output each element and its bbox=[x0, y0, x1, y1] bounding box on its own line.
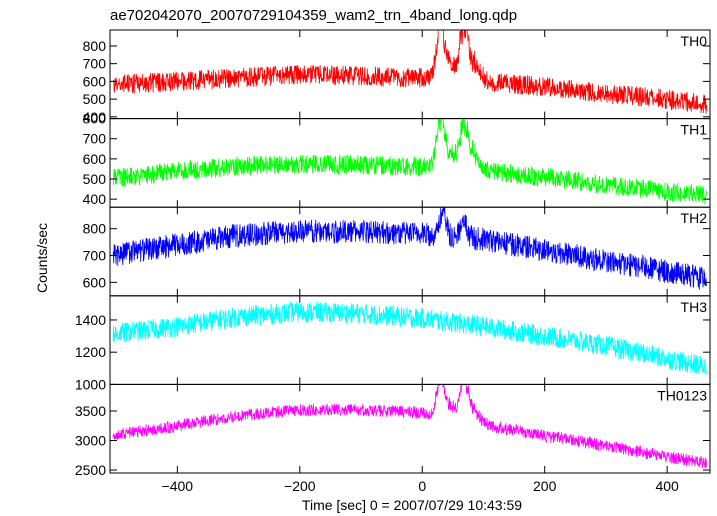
x-tick-label: −200 bbox=[284, 478, 316, 494]
panel-frame bbox=[109, 383, 711, 474]
y-tick-label: 600 bbox=[83, 151, 107, 167]
y-tick-label: 400 bbox=[83, 109, 107, 125]
series-line-th1 bbox=[112, 118, 708, 205]
series-line-th3 bbox=[112, 301, 708, 375]
y-tick-label: 800 bbox=[83, 38, 107, 54]
panel-label: TH0123 bbox=[657, 387, 707, 403]
y-tick-label: 3500 bbox=[75, 403, 106, 419]
y-tick-label: 1400 bbox=[75, 312, 106, 328]
panel-th2: 600 700 800 TH2 bbox=[83, 206, 711, 297]
panel-label: TH1 bbox=[681, 122, 708, 138]
y-tick-label: 400 bbox=[83, 191, 107, 207]
y-tick-label: 800 bbox=[83, 221, 107, 237]
x-axis-label: Time [sec] 0 = 2007/07/29 10:43:59 bbox=[302, 497, 522, 513]
panel-th0123: 2500 3000 3500 TH0123 −400 −200 0 200 400 bbox=[75, 383, 711, 494]
series-line-th0 bbox=[112, 30, 708, 114]
y-tick-label: 600 bbox=[83, 73, 107, 89]
panel-label: TH3 bbox=[681, 299, 708, 315]
y-tick-label: 700 bbox=[83, 131, 107, 147]
chart-title: ae702042070_20070729104359_wam2_trn_4ban… bbox=[110, 7, 517, 24]
y-tick-label: 600 bbox=[83, 274, 107, 290]
y-axis-label: Counts/sec bbox=[34, 223, 50, 293]
x-tick-label: −400 bbox=[162, 478, 194, 494]
series-line-th2 bbox=[112, 207, 708, 290]
panel-label: TH2 bbox=[681, 210, 708, 226]
y-tick-label: 500 bbox=[83, 91, 107, 107]
y-tick-label: 800 bbox=[83, 111, 107, 127]
panel-label: TH0 bbox=[681, 33, 708, 49]
panel-frame bbox=[109, 118, 711, 208]
y-tick-label: 1000 bbox=[75, 376, 106, 392]
y-tick-label: 700 bbox=[83, 56, 107, 72]
panel-th3: 1000 1200 1400 TH3 bbox=[75, 295, 711, 392]
panel-th1: 400 500 600 700 800 TH1 bbox=[83, 111, 711, 208]
x-tick-label: 400 bbox=[655, 478, 679, 494]
y-tick-label: 3000 bbox=[75, 433, 106, 449]
series-line-th0123 bbox=[112, 384, 708, 469]
y-tick-label: 700 bbox=[83, 248, 107, 264]
x-tick-label: 200 bbox=[533, 478, 557, 494]
y-tick-label: 2500 bbox=[75, 462, 106, 478]
y-tick-label: 1200 bbox=[75, 344, 106, 360]
y-tick-label: 500 bbox=[83, 171, 107, 187]
x-tick-label: 0 bbox=[418, 478, 426, 494]
